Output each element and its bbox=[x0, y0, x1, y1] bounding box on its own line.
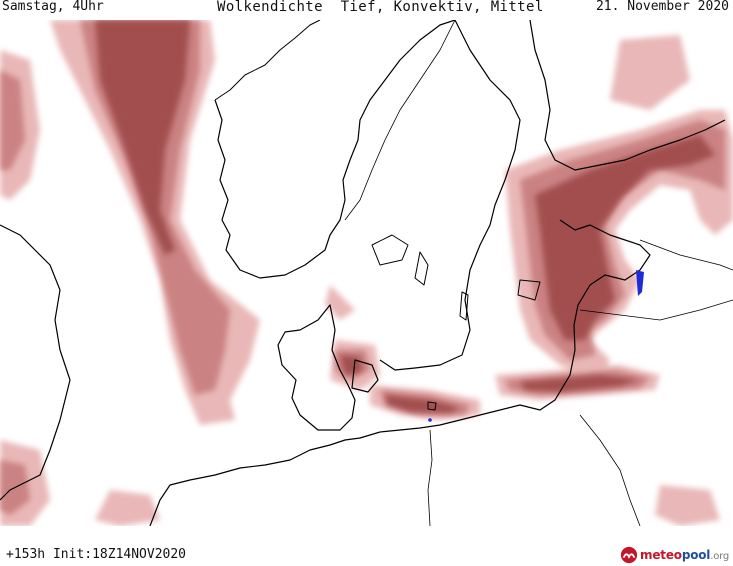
brand-part-pool: pool bbox=[681, 548, 711, 562]
border-poland-belarus bbox=[579, 414, 641, 526]
model-run-label: +153h Init:18Z14NOV2020 bbox=[6, 547, 187, 562]
border-baltics bbox=[579, 299, 733, 321]
coastline-zealand bbox=[351, 359, 379, 393]
precipitation-marks bbox=[428, 270, 644, 422]
island-bornholm bbox=[427, 401, 437, 411]
border-germany-poland bbox=[427, 429, 433, 526]
coastline-uk bbox=[0, 224, 71, 501]
brand-part-meteo: meteo bbox=[640, 548, 682, 562]
cloud-layer-dark bbox=[95, 20, 715, 413]
forecast-date-label: 21. November 2020 bbox=[595, 0, 729, 14]
island-saaremaa bbox=[517, 279, 541, 301]
coastline-norway bbox=[214, 20, 456, 279]
meteopool-logo-icon bbox=[620, 546, 638, 564]
cloud-density-map bbox=[0, 20, 733, 526]
coastline-baltic-states bbox=[379, 219, 651, 433]
coastline-bothnia bbox=[529, 20, 726, 171]
border-russia bbox=[639, 239, 733, 271]
border-norway-sweden bbox=[344, 20, 456, 221]
coastline-sweden bbox=[379, 20, 521, 371]
lake-vattern bbox=[414, 251, 429, 286]
brand-text: meteopool.org bbox=[640, 548, 729, 562]
island-gotland bbox=[459, 291, 469, 321]
brand-part-org: .org bbox=[710, 551, 729, 562]
coastline-norway-west-inlets bbox=[214, 20, 321, 101]
coastline-germany bbox=[149, 431, 381, 526]
meteopool-brand[interactable]: meteopool.org bbox=[620, 545, 729, 565]
coastlines-and-borders bbox=[0, 20, 733, 526]
forecast-day-label: Samstag, 4Uhr bbox=[2, 0, 104, 14]
coastline-denmark bbox=[277, 304, 356, 431]
map-header: Samstag, 4Uhr Wolkendichte Tief, Konvekt… bbox=[0, 0, 733, 20]
map-footer: +153h Init:18Z14NOV2020 meteopool.org bbox=[0, 526, 733, 566]
map-title: Wolkendichte Tief, Konvektiv, Mittel bbox=[217, 0, 544, 15]
lake-vanern bbox=[371, 234, 409, 266]
